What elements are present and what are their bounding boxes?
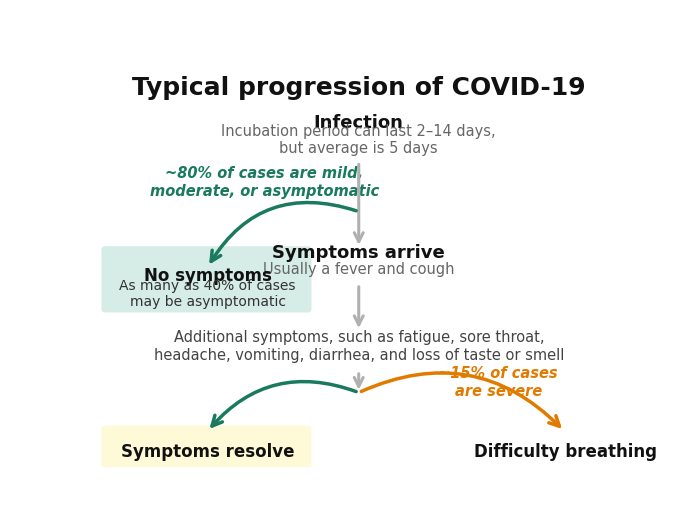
FancyBboxPatch shape <box>102 426 312 470</box>
Text: ~80% of cases are mild,
moderate, or asymptomatic: ~80% of cases are mild, moderate, or asy… <box>150 166 379 198</box>
Text: As many as 40% of cases
may be asymptomatic: As many as 40% of cases may be asymptoma… <box>120 279 296 309</box>
FancyBboxPatch shape <box>102 246 312 312</box>
Text: Symptoms arrive: Symptoms arrive <box>272 244 445 262</box>
Text: Typical progression of COVID-19: Typical progression of COVID-19 <box>132 76 586 100</box>
Text: No symptoms: No symptoms <box>144 267 272 285</box>
Text: Usually a fever and cough: Usually a fever and cough <box>263 262 454 277</box>
Text: Symptoms resolve: Symptoms resolve <box>121 443 295 461</box>
Text: Incubation period can last 2–14 days,
but average is 5 days: Incubation period can last 2–14 days, bu… <box>221 124 496 156</box>
Text: Infection: Infection <box>314 114 404 132</box>
Text: Additional symptoms, such as fatigue, sore throat,
headache, vomiting, diarrhea,: Additional symptoms, such as fatigue, so… <box>153 330 564 363</box>
Text: Difficulty breathing: Difficulty breathing <box>474 443 657 461</box>
Text: ~15% of cases
are severe: ~15% of cases are severe <box>438 366 558 399</box>
